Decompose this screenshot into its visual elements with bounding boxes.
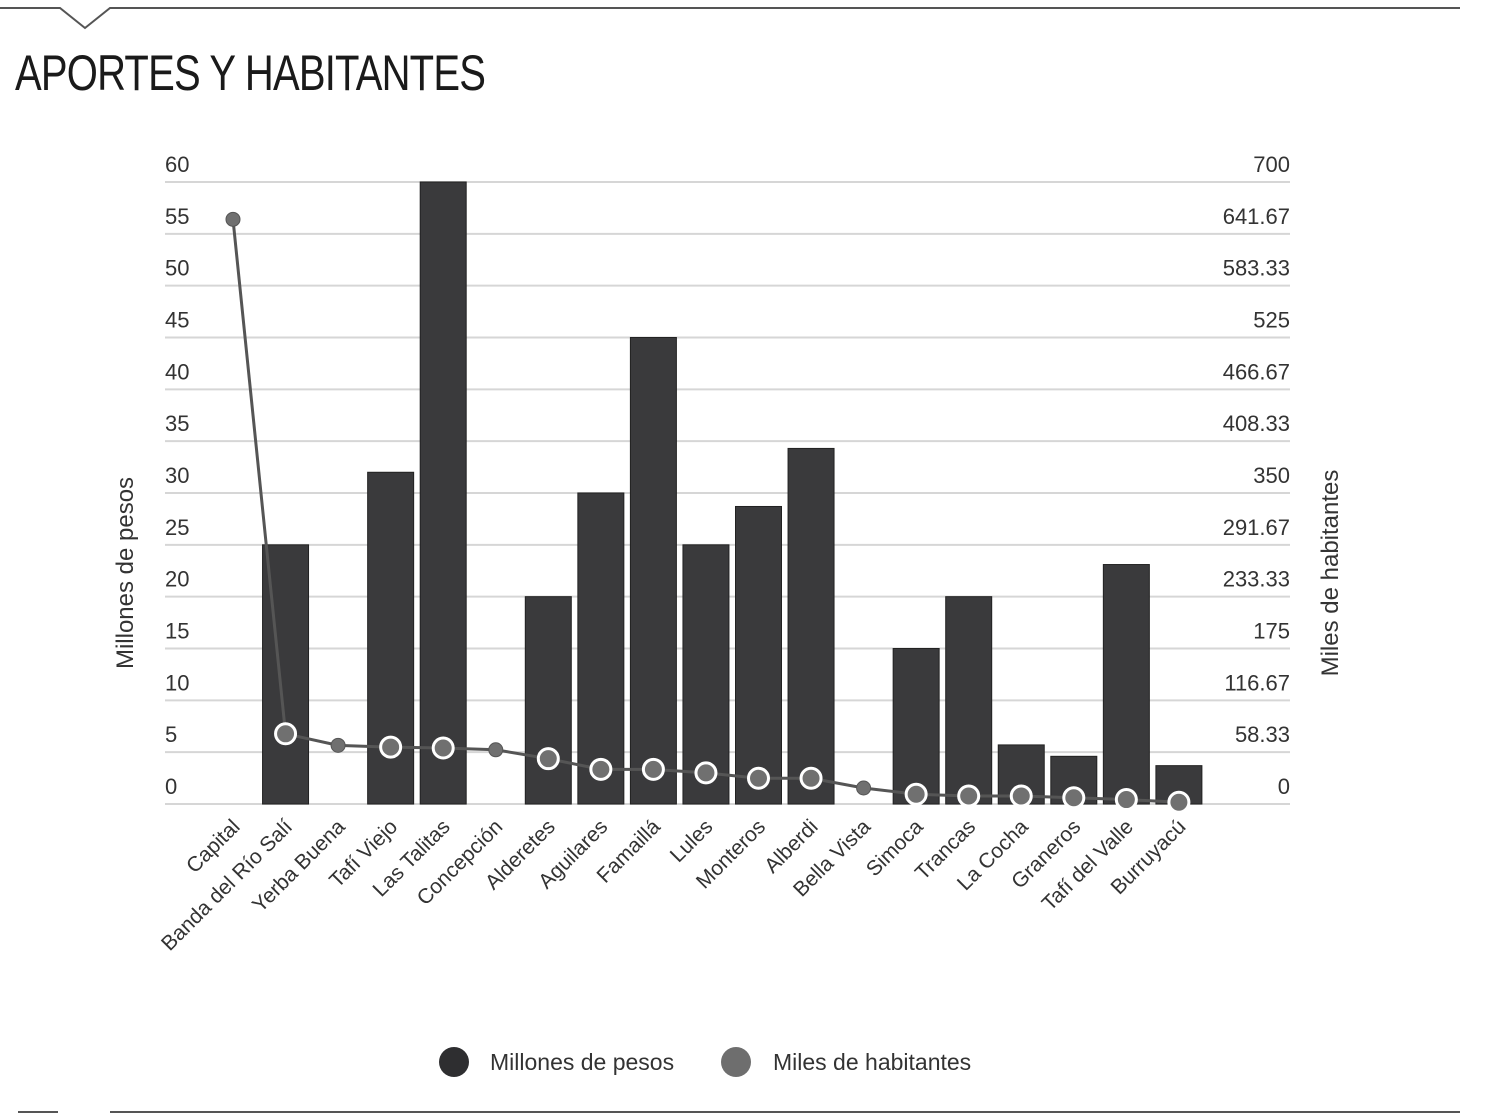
y2-tick-label: 175 [1253,619,1290,644]
bar [1102,564,1150,805]
y2-tick-label: 583.33 [1223,256,1290,281]
y2-axis-title: Miles de habitantes [1317,470,1344,677]
legend-swatch-habitantes [721,1047,751,1077]
y-tick-label: 20 [165,567,189,592]
y-tick-label: 60 [165,152,189,177]
y-tick-label: 40 [165,359,189,384]
bar [892,648,940,805]
y-tick-label: 50 [165,256,189,281]
y-tick-label: 25 [165,515,189,540]
y-tick-label: 5 [165,722,177,747]
legend: Millones de pesos Miles de habitantes [439,1047,971,1077]
line-point [589,757,613,781]
line-point [536,747,560,771]
bar [419,181,467,805]
line-point [799,766,823,790]
line-point [225,211,241,227]
y2-tick-label: 700 [1253,152,1290,177]
line-point [747,766,770,790]
y-tick-label: 55 [165,204,189,229]
bar [787,447,835,805]
line-point [379,735,403,759]
chart-title: APORTES Y HABITANTES [15,45,486,101]
top-rule [0,7,1460,30]
y-tick-label: 10 [165,670,189,695]
line-point [856,780,872,796]
line-point [274,722,298,746]
line-point [904,782,928,806]
y2-tick-label: 0 [1278,774,1290,799]
y2-tick-label: 58.33 [1235,722,1290,747]
line-point [330,737,346,753]
line-point [488,742,504,758]
line-point [641,757,665,781]
y2-tick-label: 291.67 [1223,515,1290,540]
y-axis-title: Millones de pesos [112,477,139,669]
legend-label-millones: Millones de pesos [490,1049,674,1075]
line-point [1114,788,1138,812]
y2-tick-label: 466.67 [1223,359,1290,384]
y-tick-label: 15 [165,619,189,644]
legend-swatch-millones [439,1047,469,1077]
y-tick-label: 45 [165,308,189,333]
bar [945,596,993,805]
y2-tick-label: 233.33 [1223,567,1290,592]
line-point [1062,786,1086,810]
line-point [694,761,718,785]
line-point [1167,790,1191,814]
y-tick-label: 0 [165,774,177,799]
line-point [957,784,981,808]
y2-tick-label: 525 [1253,308,1290,333]
bar [629,337,677,805]
bar [577,492,625,805]
bar [524,596,572,805]
y2-tick-label: 641.67 [1223,204,1290,229]
y2-tick-label: 408.33 [1223,411,1290,436]
y-tick-label: 30 [165,463,189,488]
bar [682,544,730,805]
y2-tick-label: 116.67 [1224,670,1290,695]
legend-label-habitantes: Miles de habitantes [773,1049,971,1075]
line-point [1009,784,1033,808]
line-point [431,736,455,760]
y-tick-label: 35 [165,411,189,436]
y2-tick-label: 350 [1253,463,1290,488]
bar [735,505,782,805]
